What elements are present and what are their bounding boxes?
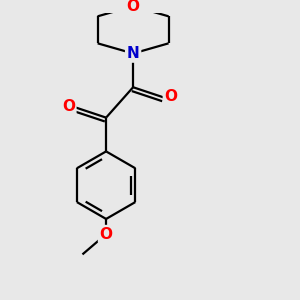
Text: N: N [127, 46, 140, 61]
Text: O: O [164, 89, 177, 104]
Text: O: O [127, 0, 140, 14]
Text: O: O [62, 99, 75, 114]
Text: O: O [100, 226, 112, 242]
